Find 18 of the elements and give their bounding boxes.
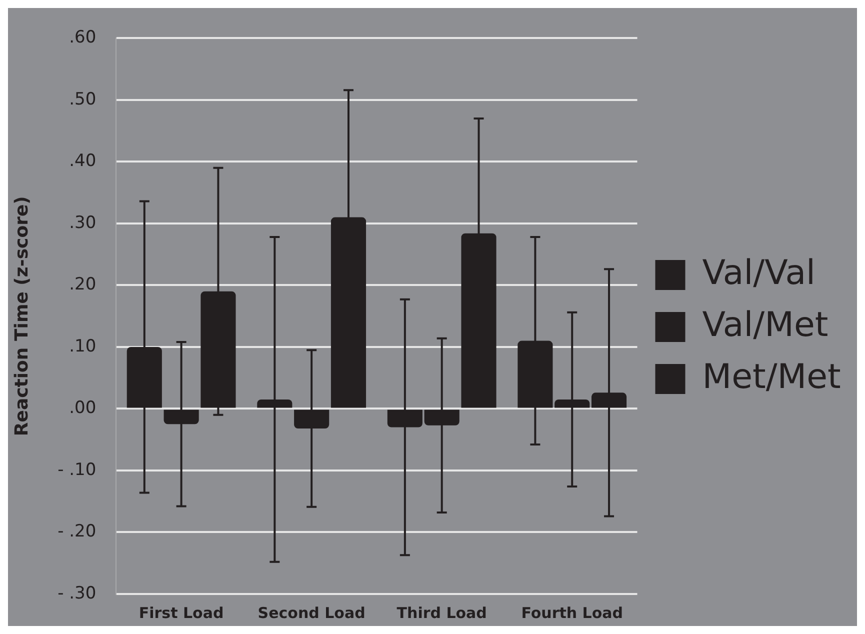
y-axis-title: Reaction Time (z-score) [11, 196, 32, 436]
y-tick-label: - .30 [58, 583, 96, 604]
y-tick-label: - .20 [58, 522, 96, 542]
y-tick-label: .30 [69, 212, 96, 233]
y-tick-label: .20 [69, 274, 96, 295]
x-tick-label: Third Load [396, 604, 487, 622]
y-tick-label: .00 [69, 398, 96, 418]
x-tick-label: First Load [138, 604, 224, 622]
y-tick-label: .60 [69, 28, 96, 48]
legend-label: Val/Val [702, 252, 816, 293]
legend-label: Met/Met [702, 356, 841, 397]
x-tick-label: Second Load [258, 604, 366, 622]
y-tick-label: .10 [69, 336, 96, 356]
x-tick-label: Fourth Load [521, 604, 624, 622]
y-tick-label: - .10 [58, 460, 96, 480]
y-tick-label: .50 [69, 89, 96, 110]
legend-label: Val/Met [702, 304, 828, 345]
y-tick-label: .40 [69, 151, 96, 172]
